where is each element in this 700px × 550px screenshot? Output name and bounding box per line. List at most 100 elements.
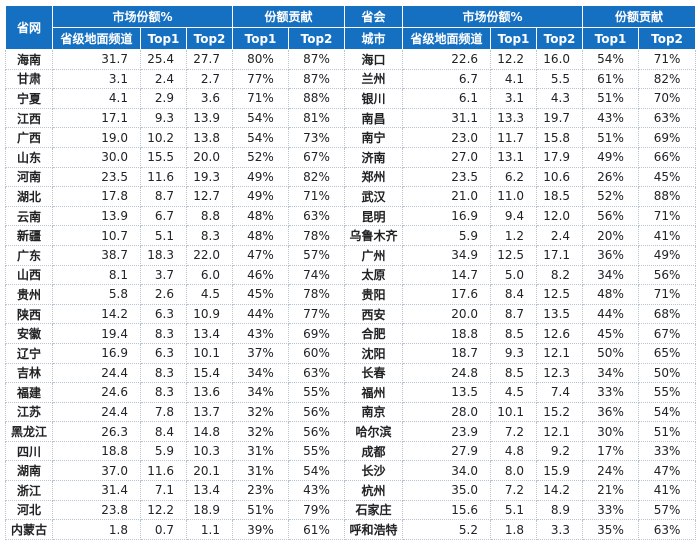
table-cell: 78%: [287, 284, 346, 305]
table-cell: 海南: [5, 49, 53, 70]
table-row: 湖北 17.8 8.7 12.7 49% 71% 武汉 21.0 11.0 18.5 52% 88%: [5, 186, 697, 207]
table-cell: 12.1: [536, 342, 584, 364]
table-cell: 14.2: [536, 480, 584, 501]
table-cell: 12.2: [490, 49, 538, 70]
table-cell: 44%: [582, 303, 640, 325]
table-cell: 37%: [232, 342, 289, 364]
table-cell: 16.9: [52, 342, 141, 364]
table-cell: 71%: [638, 284, 697, 305]
table-cell: 19.4: [52, 323, 141, 344]
table-cell: 56%: [287, 401, 346, 423]
table-cell: 福州: [344, 382, 404, 403]
table-cell: 9.3: [490, 342, 538, 364]
table-cell: 56%: [582, 205, 640, 227]
table-cell: 安徽: [5, 323, 53, 344]
table-row: 四川 18.8 5.9 10.3 31% 55% 成都 27.9 4.8 9.2 17% 33%: [5, 440, 697, 462]
table-cell: 15.2: [536, 401, 584, 423]
table-cell: 甘肃: [5, 68, 53, 90]
table-cell: 34%: [232, 362, 289, 384]
table-cell: 5.1: [140, 225, 187, 246]
header-cell: 份额贡献: [582, 5, 697, 28]
table-cell: 12.2: [140, 499, 187, 521]
table-cell: 13.3: [490, 107, 538, 129]
table-cell: 5.1: [490, 499, 538, 521]
table-cell: 24.6: [52, 382, 141, 403]
table-cell: 14.8: [186, 421, 233, 442]
table-cell: 8.0: [490, 460, 538, 482]
table-cell: 37.0: [52, 460, 141, 482]
table-cell: 63%: [638, 107, 697, 129]
table-cell: 45%: [638, 166, 697, 188]
table-cell: 四川: [5, 440, 53, 462]
table-cell: 浙江: [5, 480, 53, 501]
table-cell: 51%: [582, 88, 640, 109]
table-cell: 18.3: [140, 244, 187, 266]
table-cell: 9.4: [490, 205, 538, 227]
table-row: 山西 8.1 3.7 6.0 46% 74% 太原 14.7 5.0 8.2 34% 56%: [5, 264, 697, 286]
table-cell: 26.3: [52, 421, 141, 442]
header-cell: 市场份额%: [52, 5, 233, 28]
table-cell: 34.0: [402, 460, 492, 482]
table-cell: 54%: [287, 460, 346, 482]
table-cell: 3.6: [186, 88, 233, 109]
table-cell: 2.7: [186, 68, 233, 90]
table-cell: 4.3: [536, 88, 584, 109]
header-cell: 城市: [344, 27, 404, 50]
table-cell: 新疆: [5, 225, 53, 246]
table-cell: 63%: [287, 362, 346, 384]
table-cell: 55%: [287, 440, 346, 462]
table-cell: 49%: [232, 166, 289, 188]
header-cell: Top1: [232, 27, 289, 50]
table-cell: 11.6: [140, 460, 187, 482]
table-cell: 39%: [232, 519, 289, 540]
table-cell: 8.3: [140, 362, 187, 384]
table-cell: 长春: [344, 362, 404, 384]
table-cell: 12.6: [536, 323, 584, 344]
table-cell: 52%: [582, 186, 640, 207]
table-cell: 8.9: [536, 499, 584, 521]
table-cell: 73%: [287, 127, 346, 148]
table-cell: 6.1: [402, 88, 492, 109]
table-cell: 3.7: [140, 264, 187, 286]
table-cell: 江苏: [5, 401, 53, 423]
table-cell: 23%: [232, 480, 289, 501]
table-cell: 江西: [5, 107, 53, 129]
table-cell: 11.6: [140, 166, 187, 188]
table-cell: 54%: [582, 49, 640, 70]
table-cell: 43%: [287, 480, 346, 501]
table-row: 内蒙古 1.8 0.7 1.1 39% 61% 呼和浩特 5.2 1.8 3.3 35% 63%: [5, 519, 697, 540]
table-cell: 18.8: [402, 323, 492, 344]
table-cell: 宁夏: [5, 88, 53, 109]
table-cell: 8.3: [186, 225, 233, 246]
table-cell: 67%: [287, 146, 346, 168]
table-cell: 12.5: [490, 244, 538, 266]
header-cell: Top2: [186, 27, 233, 50]
table-row: 云南 13.9 6.7 8.8 48% 63% 昆明 16.9 9.4 12.0 56% 71%: [5, 205, 697, 227]
header-cell: 省级地面频道: [52, 27, 141, 50]
table-cell: 23.0: [402, 127, 492, 148]
table-row: 吉林 24.4 8.3 15.4 34% 63% 长春 24.8 8.5 12.3 34% 50%: [5, 362, 697, 384]
table-cell: 48%: [232, 205, 289, 227]
table-cell: 5.2: [402, 519, 492, 540]
table-row: 甘肃 3.1 2.4 2.7 77% 87% 兰州 6.7 4.1 5.5 61% 82%: [5, 68, 697, 90]
table-cell: 13.5: [536, 303, 584, 325]
header-cell: Top1: [490, 27, 538, 50]
table-cell: 52%: [232, 146, 289, 168]
table-cell: 10.6: [536, 166, 584, 188]
table-cell: 广州: [344, 244, 404, 266]
table-cell: 17.8: [52, 186, 141, 207]
header-cell: 份额贡献: [231, 5, 346, 28]
table-cell: 77%: [287, 303, 346, 325]
table-cell: 34%: [582, 264, 640, 286]
table-cell: 51%: [638, 421, 697, 442]
table-cell: 昆明: [344, 205, 404, 227]
table-cell: 辽宁: [5, 342, 53, 364]
table-cell: 41%: [638, 480, 697, 501]
header-cell: Top1: [582, 27, 640, 50]
table-cell: 23.8: [52, 499, 141, 521]
table-cell: 18.9: [186, 499, 233, 521]
table-cell: 51%: [232, 499, 289, 521]
table-cell: 56%: [287, 421, 346, 442]
table-cell: 8.8: [186, 205, 233, 227]
table-cell: 5.9: [402, 225, 492, 246]
